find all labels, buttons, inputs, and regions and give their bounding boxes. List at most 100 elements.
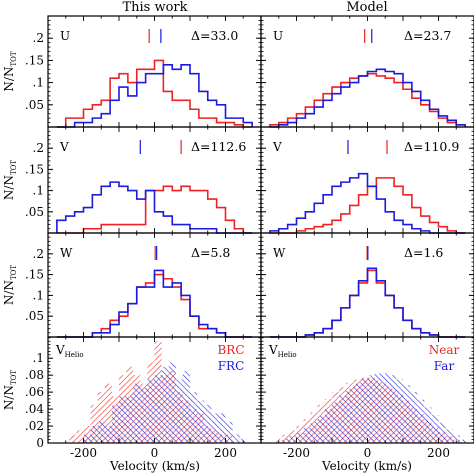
y-tick-label: 0 [36, 436, 44, 450]
y-tick-label: .06 [25, 385, 44, 399]
bar-blue [438, 422, 446, 443]
bar-blue [424, 407, 432, 443]
bar-blue [360, 378, 368, 443]
legend-brc: BRC [217, 343, 244, 357]
series-blue-step-line [269, 172, 466, 234]
bar-blue [147, 379, 155, 443]
column-title-this-work: This work [122, 0, 187, 15]
bar-red [104, 383, 112, 443]
y-tick-label: .1 [33, 351, 44, 365]
bar-blue [218, 413, 226, 443]
panel-this-work-V: .05 .1 .15 .2 V Δ=112.6 [25, 126, 262, 234]
bar-blue [282, 438, 290, 443]
bar-blue [452, 435, 460, 443]
bar-blue [417, 399, 425, 443]
bar-blue [154, 375, 162, 443]
bar-blue [225, 421, 233, 443]
bar-blue [317, 415, 325, 443]
y-tick-label: .08 [25, 368, 44, 382]
bar-blue [133, 383, 141, 443]
legend-frc: FRC [218, 359, 245, 373]
panel-label: VHelio [55, 343, 84, 359]
bar-blue [303, 427, 311, 443]
y-tick-label: .1 [33, 184, 44, 198]
x-tick-label: -200 [70, 446, 97, 460]
bar-blue [374, 373, 382, 443]
column-title-model: Model [346, 0, 387, 15]
y-tick-label: .2 [33, 247, 44, 261]
bar-red [69, 434, 77, 443]
series-blue-step-line [56, 269, 253, 338]
bar-blue [182, 370, 190, 443]
y-tick-label: .2 [33, 31, 44, 45]
bar-blue [232, 434, 240, 443]
y-tick-label: .15 [25, 162, 44, 176]
bar-blue [168, 362, 176, 443]
bar-blue [339, 395, 347, 443]
delta-value: Δ=112.6 [191, 139, 246, 154]
bar-blue [459, 439, 467, 443]
bar-blue [381, 373, 389, 443]
bar-blue [161, 366, 169, 443]
bar-blue [190, 392, 198, 443]
panel-this-work-W: .05 .1 .15 .2 W Δ=5.8 [25, 232, 262, 338]
bar-blue [90, 426, 98, 443]
x-tick-label: 200 [427, 446, 450, 460]
bar-blue [140, 387, 148, 443]
x-axis-title-left: Velocity (km/s) [109, 459, 200, 473]
panels: .05 .1 .15 .2 U Δ=33.0 U Δ=23.7 .05 .1 .15 .2 V Δ=112… [2, 15, 474, 460]
series-blue-step-line [269, 267, 466, 338]
bar-blue [175, 379, 183, 443]
bar-blue [104, 426, 112, 443]
series-red-step-line [269, 72, 466, 127]
y-tick-label: .02 [25, 419, 44, 433]
series-red-step-line [56, 59, 253, 128]
series-blue-step-line [269, 68, 466, 128]
panel-label: VHelio [268, 343, 297, 359]
bar-blue [296, 432, 304, 443]
panel-label: W [60, 246, 73, 260]
panel-this-work-U: .05 .1 .15 .2 U Δ=33.0 [25, 15, 262, 128]
bar-blue [346, 388, 354, 443]
bar-blue [197, 400, 205, 443]
panel-label: U [60, 29, 70, 43]
bar-blue [403, 385, 411, 443]
bar-blue [353, 383, 361, 443]
panel-label: W [273, 246, 286, 260]
y-axis-title: N/NTOT [2, 160, 18, 200]
x-tick-label: 0 [364, 446, 372, 460]
y-tick-label: .2 [33, 141, 44, 155]
bar-blue [410, 392, 418, 443]
bar-red [97, 392, 105, 443]
panel-model-W: W Δ=1.6 [260, 232, 474, 338]
bar-blue [97, 421, 105, 443]
bar-blue [445, 429, 453, 443]
y-tick-label: .15 [25, 268, 44, 282]
bar-blue [119, 396, 127, 443]
bar-blue [111, 404, 119, 443]
y-tick-label: .15 [25, 53, 44, 67]
series-blue-step-line [56, 64, 253, 128]
panel-model-vhelio: -200 0 200 VHelio Near Far [260, 336, 474, 460]
delta-value: Δ=23.7 [404, 28, 451, 43]
bar-blue [83, 434, 91, 443]
delta-value: Δ=1.6 [404, 245, 443, 260]
panel-label: V [59, 140, 69, 154]
bar-blue [367, 375, 375, 443]
panel-this-work-vhelio: 0 .02 .04 .06 .08 .1 -200 0 200 VHelio BRC FRC [25, 336, 262, 460]
bar-blue [289, 436, 297, 443]
y-tick-label: .05 [25, 98, 44, 112]
legend-near: Near [429, 343, 460, 357]
bar-blue [431, 415, 439, 443]
x-tick-label: -200 [283, 446, 310, 460]
delta-value: Δ=33.0 [191, 28, 238, 43]
y-tick-label: .05 [25, 205, 44, 219]
delta-value: Δ=5.8 [191, 245, 230, 260]
x-tick-label: 200 [214, 446, 237, 460]
panel-model-V: V Δ=110.9 [260, 126, 474, 234]
bar-blue [388, 375, 396, 443]
series-blue-step-line [56, 181, 253, 234]
y-axis-title: N/NTOT [2, 370, 18, 410]
y-tick-label: .05 [25, 309, 44, 323]
